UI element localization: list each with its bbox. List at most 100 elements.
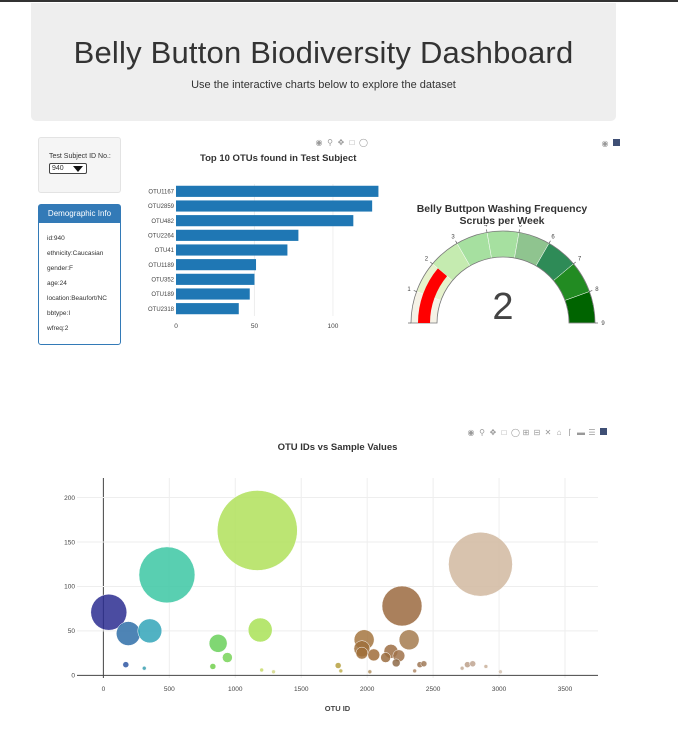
bar-otu1167 bbox=[176, 185, 379, 197]
bubble-point bbox=[381, 585, 423, 627]
page-subtitle: Use the interactive charts below to expl… bbox=[191, 79, 456, 91]
bar-x-tick-label: 50 bbox=[251, 323, 259, 330]
bubble-x-tick-label: 2000 bbox=[360, 686, 375, 693]
zoom-out-icon[interactable]: ⊟ bbox=[533, 427, 541, 437]
bubble-point bbox=[122, 661, 130, 668]
gauge-outline bbox=[410, 230, 596, 324]
box-select-icon[interactable]: □ bbox=[501, 427, 507, 437]
bubble-point bbox=[208, 634, 228, 653]
bar-x-tick-label: 0 bbox=[174, 323, 178, 330]
bar-otu41 bbox=[176, 244, 288, 256]
bubble-point bbox=[138, 546, 196, 604]
bubble-point bbox=[464, 661, 471, 668]
autoscale-icon[interactable]: ✕ bbox=[544, 427, 552, 437]
camera-icon[interactable]: ◉ bbox=[315, 138, 323, 147]
demographic-item-ethnicity: ethnicity:Caucasian bbox=[47, 250, 104, 257]
bubble-point bbox=[391, 658, 401, 668]
subject-selector-well: Test Subject ID No.: 940 bbox=[38, 137, 121, 193]
gauge-chart-title: Belly Buttpon Washing Frequency Scrubs p… bbox=[402, 203, 602, 227]
bubble-point bbox=[412, 668, 417, 674]
gauge-tick bbox=[413, 290, 417, 292]
top-otu-bar-chart: 0 50 100 OTU1167 OTU2859 OTU482 OTU2264 OTU41 OT… bbox=[148, 184, 379, 330]
subject-selector-label: Test Subject ID No.: bbox=[49, 153, 111, 160]
subject-id-selected-value: 940 bbox=[52, 165, 64, 172]
lasso-icon[interactable]: ◯ bbox=[359, 138, 368, 147]
demographic-info-heading: Demographic Info bbox=[39, 205, 120, 223]
lasso-icon[interactable]: ◯ bbox=[511, 427, 520, 437]
bubble-x-axis-title: OTU ID bbox=[325, 704, 351, 713]
plotly-logo-icon[interactable] bbox=[612, 139, 620, 148]
page-title: Belly Button Biodiversity Dashboard bbox=[73, 35, 574, 70]
demographic-info-panel: Demographic Info id:940 ethnicity:Caucas… bbox=[38, 204, 121, 345]
bubble-point bbox=[137, 618, 163, 644]
subject-id-select[interactable]: 940 bbox=[49, 163, 87, 174]
bubble-point bbox=[116, 621, 141, 646]
bubble-point bbox=[459, 665, 465, 671]
camera-icon[interactable]: ◉ bbox=[467, 427, 475, 437]
bubble-y-tick-label: 200 bbox=[64, 495, 75, 502]
hover-compare-icon[interactable]: ☰ bbox=[588, 427, 596, 437]
bubble-point bbox=[247, 617, 273, 643]
bar-y-tick-label: OTU2264 bbox=[148, 234, 175, 240]
bar-otu1189 bbox=[176, 259, 257, 271]
otu-bubble-chart: 0 500 1000 1500 2000 2500 3000 3500 0 50 100 150 200… bbox=[64, 478, 598, 713]
gauge-tick-label: 1 bbox=[407, 287, 411, 293]
gauge-tick bbox=[589, 290, 593, 292]
gauge-value-number: 2 bbox=[492, 286, 513, 328]
bubble-x-tick-label: 1000 bbox=[228, 686, 243, 693]
zoom-icon[interactable]: ⚲ bbox=[479, 427, 485, 437]
bubble-point bbox=[367, 648, 381, 662]
bubble-x-tick-label: 0 bbox=[102, 686, 106, 693]
gauge-step-4 bbox=[486, 230, 520, 259]
bar-y-tick-label: OTU352 bbox=[151, 278, 174, 284]
gauge-tick-label: 5 bbox=[519, 225, 523, 229]
plotly-logo-icon[interactable] bbox=[599, 428, 607, 437]
bar-y-tick-label: OTU189 bbox=[151, 292, 174, 298]
bubble-point bbox=[209, 663, 217, 670]
gauge-tick-label: 9 bbox=[601, 321, 605, 327]
gauge-tick bbox=[486, 229, 488, 233]
bubble-point bbox=[380, 652, 391, 663]
top-border bbox=[0, 0, 678, 2]
bubble-x-tick-label: 2500 bbox=[426, 686, 441, 693]
bar-otu2318 bbox=[176, 303, 239, 315]
gauge-tick-label: 4 bbox=[484, 225, 488, 229]
bubble-point bbox=[334, 662, 342, 669]
gauge-tick-label: 2 bbox=[425, 257, 429, 263]
bubble-y-tick-label: 150 bbox=[64, 539, 75, 546]
camera-icon[interactable]: ◉ bbox=[601, 138, 609, 148]
bubble-point bbox=[367, 669, 373, 675]
bubble-point bbox=[469, 660, 476, 668]
gauge-tick-label: 8 bbox=[595, 287, 599, 293]
spike-lines-icon[interactable]: ⌈ bbox=[568, 427, 572, 437]
bubble-x-tick-label: 3500 bbox=[558, 686, 573, 693]
demographic-item-location: location:Beaufort/NC bbox=[47, 295, 107, 302]
gauge-tick-label: 6 bbox=[551, 234, 555, 240]
bar-otu2264 bbox=[176, 229, 299, 241]
pan-icon[interactable]: ✥ bbox=[489, 427, 497, 437]
bubble-point bbox=[142, 665, 147, 671]
box-select-icon[interactable]: □ bbox=[349, 138, 355, 147]
gauge-title-line: Belly Buttpon Washing Frequency bbox=[416, 203, 588, 215]
bubble-chart-modebar: ◉ ⚲ ✥ □ ◯ ⊞ ⊟ ✕ ⌂ ⌈ ▬ ☰ bbox=[467, 428, 607, 437]
bubble-point bbox=[448, 531, 513, 597]
bubble-point bbox=[90, 593, 128, 631]
gauge-chart-modebar: ◉ bbox=[601, 139, 620, 148]
gauge-tick bbox=[518, 229, 520, 233]
gauge-tick bbox=[455, 240, 458, 244]
gauge-tick-label: 7 bbox=[578, 257, 582, 263]
gauge-value-bar bbox=[418, 268, 448, 323]
zoom-in-icon[interactable]: ⊞ bbox=[522, 427, 530, 437]
hover-closest-icon[interactable]: ▬ bbox=[577, 427, 585, 437]
bar-otu482 bbox=[176, 215, 354, 227]
demographic-item-wfreq: wfreq:2 bbox=[47, 325, 69, 332]
bar-y-tick-label: OTU1189 bbox=[148, 263, 174, 269]
bar-y-tick-label: OTU2318 bbox=[148, 307, 175, 313]
wash-frequency-gauge: 01234567892 bbox=[405, 225, 605, 328]
reset-axes-icon[interactable]: ⌂ bbox=[556, 427, 562, 437]
bar-y-tick-label: OTU482 bbox=[151, 219, 174, 225]
bar-y-tick-label: OTU41 bbox=[155, 248, 175, 254]
pan-icon[interactable]: ✥ bbox=[337, 138, 345, 147]
zoom-icon[interactable]: ⚲ bbox=[327, 138, 333, 147]
bubble-point bbox=[338, 668, 344, 674]
